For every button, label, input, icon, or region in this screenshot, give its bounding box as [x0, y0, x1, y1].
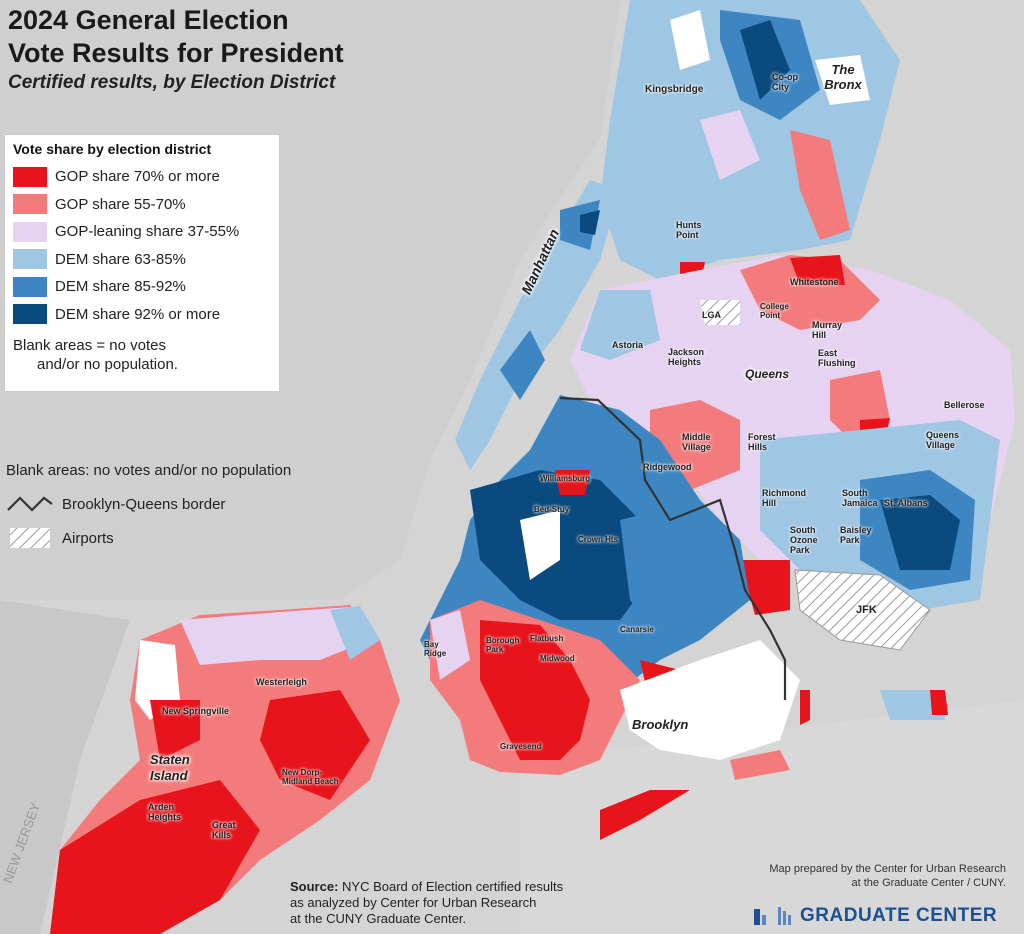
label-jackson-heights: Jackson Heights: [668, 347, 705, 367]
source-line-2: as analyzed by Center for Urban Research: [290, 895, 537, 910]
staten-island-area: [50, 605, 400, 934]
label-lga: LGA: [702, 310, 721, 320]
label-east-flushing: East Flushing: [818, 348, 856, 368]
legend-item: DEM share 63-85%: [13, 246, 271, 274]
label-bed-stuy: Bed-Stuy: [534, 505, 570, 514]
legend-item-label: DEM share 63-85%: [55, 250, 186, 268]
brooklyn-queens-border: [559, 396, 787, 700]
legend-heading: Vote share by election district: [13, 141, 212, 157]
airports-legend-item: Airports: [6, 527, 114, 549]
border-legend-item: Brooklyn-Queens border: [6, 494, 225, 514]
label-astoria: Astoria: [612, 340, 644, 350]
label-college-point: College Point: [760, 302, 789, 320]
legend-item: GOP share 70% or more: [13, 163, 271, 191]
label-bronx: The Bronx: [824, 62, 862, 92]
label-hunts-point: Hunts Point: [676, 220, 702, 240]
legend-item-label: DEM share 85-92%: [55, 278, 186, 296]
label-baisley-park: Baisley Park: [840, 525, 872, 545]
legend-swatch: [13, 249, 47, 270]
label-island: Island: [150, 768, 188, 783]
label-crown-hts: Crown Hts: [578, 535, 618, 544]
label-queens: Queens: [745, 367, 790, 381]
label-forest-hills: Forest Hills: [748, 432, 776, 452]
legend-item-label: GOP share 70% or more: [55, 168, 220, 186]
title-line-2: Vote Results for President: [8, 38, 344, 68]
legend-item: GOP-leaning share 37-55%: [13, 218, 271, 246]
cuny-logo-icon: [754, 907, 791, 925]
label-new-springville: New Springville: [162, 706, 230, 716]
title-line-1: 2024 General Election: [8, 5, 289, 35]
legend-swatch: [13, 276, 47, 297]
label-bellerose: Bellerose: [944, 400, 985, 410]
label-flatbush: Flatbush: [530, 634, 564, 643]
manhattan-area: [455, 180, 620, 470]
brooklyn-area: [420, 395, 948, 840]
label-murray-hill: Murray Hill: [812, 320, 843, 340]
legend-item: DEM share 85-92%: [13, 273, 271, 301]
label-kingsbridge: Kingsbridge: [645, 84, 704, 95]
label-arden-heights: Arden Heights: [148, 802, 182, 822]
label-jfk: JFK: [856, 604, 877, 616]
label-whitestone: Whitestone: [790, 277, 839, 287]
label-st-albans: St. Albans: [884, 498, 928, 508]
credit-line-2: at the Graduate Center / CUNY.: [851, 877, 1007, 889]
legend-note-line-1: Blank areas = no votes: [13, 337, 167, 354]
label-williamsburg: Williamsburg: [540, 474, 591, 483]
label-middle-village: Middle Village: [682, 432, 711, 452]
legend-swatch: [13, 221, 47, 242]
map-title: 2024 General Election Vote Results for P…: [8, 4, 344, 94]
blank-areas-note: Blank areas: no votes and/or no populati…: [6, 462, 292, 479]
label-brooklyn: Brooklyn: [632, 717, 689, 732]
legend-note-line-2: and/or no population.: [37, 356, 178, 373]
credit-line-1: Map prepared by the Center for Urban Res…: [769, 863, 1006, 875]
legend-swatch: [13, 194, 47, 215]
source-line-3: at the CUNY Graduate Center.: [290, 911, 467, 926]
source-line-1: NYC Board of Election certified results: [338, 879, 564, 894]
legend: Vote share by election district GOP shar…: [4, 134, 280, 392]
airports-legend-label: Airports: [62, 529, 114, 547]
label-canarsie: Canarsie: [620, 625, 654, 634]
label-midwood: Midwood: [540, 654, 575, 663]
legend-swatch: [13, 166, 47, 187]
subtitle: Certified results, by Election District: [8, 72, 336, 93]
source-note: Source: NYC Board of Election certified …: [290, 879, 563, 927]
label-staten: Staten: [150, 752, 190, 767]
border-legend-label: Brooklyn-Queens border: [62, 495, 226, 513]
graduate-center-text: GRADUATE CENTER: [800, 905, 998, 926]
label-great-kills: Great Kills: [212, 820, 236, 840]
label-south-jamaica: South Jamaica: [842, 488, 878, 508]
legend-item-label: GOP-leaning share 37-55%: [55, 223, 240, 241]
legend-swatch: [13, 304, 47, 325]
source-label: Source:: [290, 879, 339, 894]
legend-item-label: GOP share 55-70%: [55, 195, 186, 213]
label-queens-village: Queens Village: [926, 430, 960, 450]
label-ridgewood: Ridgewood: [643, 462, 692, 472]
legend-item: GOP share 55-70%: [13, 191, 271, 219]
hatch-swatch-icon: [10, 528, 50, 548]
label-borough-park: Borough Park: [486, 636, 520, 654]
label-south-ozone-park: South Ozone Park: [790, 525, 818, 555]
legend-item: DEM share 92% or more: [13, 301, 271, 329]
bronx-area: [600, 0, 900, 285]
label-westerleigh: Westerleigh: [256, 677, 307, 687]
label-bay-ridge: Bay Ridge: [424, 640, 447, 658]
label-richmond-hill: Richmond Hill: [762, 488, 806, 508]
legend-item-label: DEM share 92% or more: [55, 305, 221, 323]
credit-note: Map prepared by the Center for Urban Res…: [769, 862, 1006, 890]
border-line-icon: [7, 496, 53, 512]
queens-area: [570, 255, 1015, 651]
legend-note: Blank areas = no votes and/or no populat…: [13, 336, 271, 374]
graduate-center-logo: GRADUATE CENTER: [752, 905, 997, 927]
label-new-dorp: New Dorp-Midland Beach: [282, 768, 339, 786]
label-gravesend: Gravesend: [500, 742, 542, 751]
label-coop-city: Co-op City: [772, 72, 798, 92]
